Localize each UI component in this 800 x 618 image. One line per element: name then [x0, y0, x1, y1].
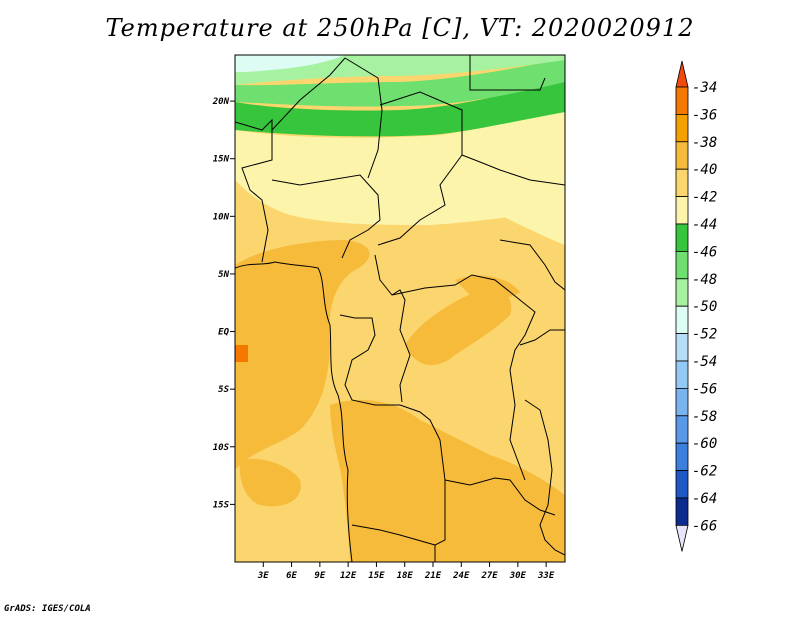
- lon-tick-label: 27E: [480, 571, 498, 581]
- lon-tick-label: 12E: [340, 571, 357, 581]
- lon-tick-label: 24E: [452, 571, 470, 581]
- chart-title: Temperature at 250hPa [C], VT: 202002091…: [105, 14, 695, 42]
- warm-region-central: [405, 288, 512, 366]
- colorbar-box: [675, 250, 689, 280]
- colorbar-label: -42: [692, 190, 717, 206]
- colorbar-box: [675, 196, 689, 225]
- colorbar-box: [675, 141, 689, 170]
- lat-tick-label: EQ: [218, 328, 229, 338]
- lat-tick-label: 20N: [212, 97, 230, 107]
- colorbar-label: -52: [692, 327, 717, 343]
- lon-tick-label: 33E: [537, 571, 555, 581]
- colorbar-box: [675, 86, 689, 115]
- colorbar-box: [675, 223, 689, 252]
- lon-tick-label: 21E: [424, 571, 442, 581]
- colorbar-box: [675, 278, 689, 307]
- colorbar-label: -66: [692, 518, 717, 534]
- colorbar-box: [675, 497, 689, 526]
- hot-spot: [235, 345, 248, 362]
- lon-tick-label: 15E: [368, 571, 385, 581]
- colorbar-box: [675, 305, 689, 335]
- colorbar-label: -44: [692, 217, 717, 233]
- warm-region-west: [235, 240, 370, 470]
- lon-tick-label: 6E: [286, 571, 297, 581]
- colorbar-box: [675, 114, 689, 143]
- lat-tick-label: 15N: [213, 155, 230, 165]
- latitude-axis: 20N 15N 10N 5N EQ 5S 10S 15S: [212, 97, 235, 510]
- lat-tick-label: 15S: [213, 500, 230, 510]
- colorbar-box: [675, 168, 689, 197]
- colorbar-label: -38: [692, 135, 717, 151]
- colorbar: -34 -36 -38 -40 -42 -44 -46 -48 -50 -52 -54 -56 -58 -…: [675, 60, 717, 552]
- lat-tick-label: 5N: [218, 270, 229, 280]
- colorbar-label: -34: [692, 80, 717, 96]
- longitude-axis: 3E 6E 9E 12E 15E 18E 21E 24E 27E 30E 33E: [257, 562, 555, 581]
- country-borders: [235, 55, 565, 562]
- colorbar-top-arrow: [675, 60, 689, 88]
- lat-tick-label: 10S: [213, 443, 230, 453]
- colorbar-box: [675, 387, 689, 417]
- lon-tick-label: 18E: [397, 571, 414, 581]
- lon-tick-label: 30E: [509, 571, 527, 581]
- grads-credit: GrADS: IGES/COLA: [4, 604, 91, 614]
- colorbar-label: -60: [692, 436, 717, 452]
- colorbar-label: -50: [692, 299, 717, 315]
- colorbar-label: -36: [692, 107, 717, 123]
- colorbar-box: [675, 415, 689, 444]
- colorbar-label: -48: [692, 272, 717, 288]
- colorbar-box: [675, 333, 689, 362]
- colorbar-label: -64: [692, 491, 717, 507]
- colorbar-label: -58: [692, 409, 717, 425]
- colorbar-label: -62: [692, 464, 717, 480]
- colorbar-label: -56: [692, 381, 717, 397]
- green-band: [235, 78, 565, 137]
- colorbar-box: [675, 442, 689, 472]
- temperature-field: [235, 55, 565, 562]
- lon-tick-label: 3E: [257, 571, 269, 581]
- colorbar-box: [675, 470, 689, 499]
- map-frame: [234, 54, 566, 563]
- colorbar-label: -46: [692, 244, 717, 260]
- lon-tick-label: 9E: [314, 571, 325, 581]
- colorbar-label: -54: [692, 354, 717, 370]
- lat-tick-label: 5S: [218, 385, 229, 395]
- colorbar-label: -40: [692, 162, 717, 178]
- colorbar-box: [675, 360, 689, 389]
- lat-tick-label: 10N: [213, 212, 230, 222]
- colorbar-bottom-arrow: [675, 525, 689, 552]
